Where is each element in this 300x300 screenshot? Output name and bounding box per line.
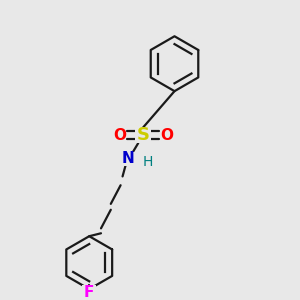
Text: O: O (160, 128, 173, 143)
Bar (122, 152, 135, 166)
Bar (113, 128, 127, 142)
Bar (135, 128, 151, 143)
Bar (82, 285, 96, 299)
Text: O: O (113, 128, 126, 143)
Bar (160, 128, 173, 142)
Text: F: F (84, 285, 94, 300)
Text: H: H (143, 155, 153, 169)
Text: S: S (136, 126, 150, 144)
Text: N: N (122, 151, 135, 166)
